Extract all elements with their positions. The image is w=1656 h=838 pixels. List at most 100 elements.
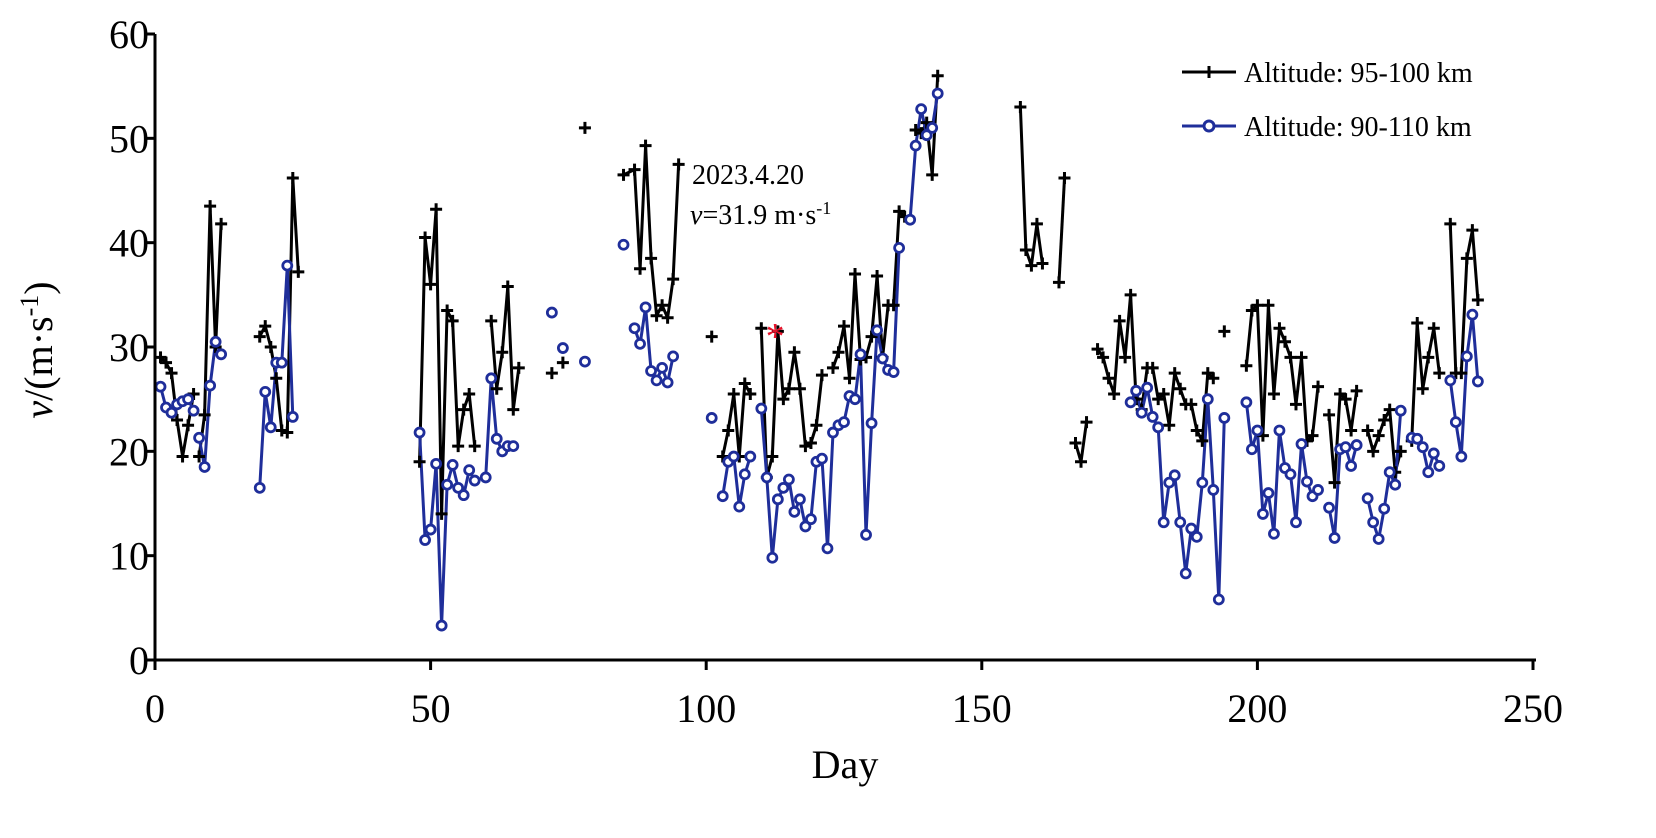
- series-0-point-17-13: [1163, 419, 1176, 432]
- series-1-point-7-0: [579, 355, 591, 368]
- series-1-point-14-11: [1185, 522, 1198, 535]
- series-1-point-18-4: [1427, 447, 1440, 460]
- series-1-point-12-11: [816, 452, 828, 465]
- series-1-point-14-5: [1152, 421, 1165, 434]
- series-0-point-1-2: [204, 200, 217, 213]
- series-0-point-3-2: [424, 278, 437, 291]
- series-1-point-9-2: [639, 301, 652, 314]
- x-tick-label-150: 150: [952, 686, 1012, 731]
- series-1-point-19-0: [1444, 374, 1457, 387]
- series-0-point-11-10: [810, 419, 823, 432]
- series-0-point-19-9: [1289, 398, 1302, 411]
- series-0-point-3-5: [441, 304, 454, 317]
- series-1-point-3-6: [446, 458, 459, 471]
- series-1-point-15-0: [1240, 396, 1253, 409]
- series-lines: [159, 75, 1480, 628]
- series-0-point-17-12: [1157, 387, 1170, 400]
- series-1-point-12-9: [805, 513, 817, 526]
- series-1-point-14-6: [1157, 516, 1170, 529]
- series-0-point-21-2: [1372, 429, 1385, 442]
- series-1-point-14-15: [1207, 484, 1220, 496]
- series-0-point-9-0: [705, 330, 718, 343]
- series-1-point-14-8: [1168, 469, 1181, 482]
- x-axis-label: Day: [812, 742, 879, 787]
- series-1-point-9-3: [645, 365, 657, 377]
- series-1-point-14-13: [1196, 476, 1209, 489]
- series-1-point-10-0: [705, 412, 718, 424]
- series-0-point-20-5: [1350, 384, 1363, 397]
- series-1-point-4-5: [507, 440, 520, 453]
- series-1-point-2-2: [264, 421, 277, 434]
- series-0-point-3-3: [430, 203, 443, 216]
- series-0-point-21-0: [1361, 424, 1374, 437]
- series-0-point-2-7: [292, 265, 305, 278]
- x-tick-label-0: 0: [145, 686, 165, 731]
- series-1-point-11-5: [744, 450, 757, 463]
- series-1-point-9-0: [628, 322, 641, 335]
- legend: Altitude: 95-100 km Altitude: 90-110 km: [1182, 58, 1473, 143]
- series-0-point-17-1: [1097, 351, 1110, 364]
- series-1-point-1-3: [209, 335, 222, 348]
- series-0-point-3-8: [457, 403, 470, 416]
- series-1-point-14-12: [1190, 530, 1203, 543]
- series-1-point-3-9: [463, 464, 476, 477]
- series-0-point-8-6: [656, 299, 669, 312]
- series-0-point-4-0: [485, 314, 498, 327]
- series-1-point-11-4: [738, 468, 751, 481]
- series-0-point-2-4: [275, 424, 288, 437]
- series-1-point-17-3: [1378, 502, 1391, 515]
- series-1-point-12-18: [854, 348, 867, 361]
- series-1-point-1-0: [193, 431, 205, 444]
- series-1-point-4-1: [485, 372, 498, 385]
- series-1-point-18-3: [1422, 466, 1435, 479]
- series-1-point-12-24: [887, 366, 900, 378]
- series-1-point-14-2: [1135, 406, 1148, 419]
- series-1-point-5-0: [545, 306, 558, 319]
- series-0-point-12-3: [843, 372, 856, 385]
- series-1-point-19-5: [1471, 375, 1484, 388]
- series-0-point-17-6: [1124, 288, 1137, 301]
- series-1-segment-4: [484, 376, 514, 478]
- series-1-point-13-3: [920, 129, 933, 142]
- legend-plus-marker: [1203, 66, 1215, 78]
- series-1-point-14-3: [1141, 381, 1154, 394]
- series-1-point-6-0: [556, 342, 569, 354]
- series-0-point-19-5: [1267, 387, 1280, 400]
- series-0-point-10-5: [744, 387, 757, 400]
- series-1-point-11-2: [727, 450, 740, 463]
- series-1-point-12-3: [771, 493, 784, 506]
- series-1-point-12-2: [766, 551, 779, 564]
- series-1-point-9-1: [634, 337, 646, 350]
- series-0-point-2-1: [259, 320, 272, 333]
- series-0-point-17-5: [1119, 351, 1132, 364]
- series-1-point-14-14: [1201, 393, 1214, 406]
- series-1-point-2-0: [253, 481, 266, 494]
- series-0-point-0-4: [176, 450, 189, 463]
- series-1-segment-15: [1244, 402, 1320, 536]
- y-axis-label: v/(m·s-1): [15, 281, 61, 418]
- series-0-point-19-8: [1284, 351, 1297, 364]
- series-1-point-17-6: [1394, 404, 1407, 417]
- series-1-point-14-9: [1174, 516, 1187, 529]
- series-0-point-19-7: [1278, 335, 1291, 348]
- series-0-point-19-12: [1306, 429, 1319, 442]
- series-0-point-3-4: [435, 507, 448, 520]
- series-1-point-15-9: [1290, 516, 1302, 529]
- x-ticks: 0 50 100 150 200 250: [145, 660, 1563, 731]
- series-0-point-3-9: [463, 387, 476, 400]
- legend-label-90-110: Altitude: 90-110 km: [1244, 112, 1472, 143]
- series-0-point-3-1: [419, 231, 432, 244]
- series-0-point-1-0: [193, 450, 206, 463]
- series-0-segment-15: [1057, 177, 1066, 283]
- series-0-point-23-5: [1471, 294, 1484, 307]
- series-1-point-13-2: [915, 103, 928, 116]
- series-0-point-0-2: [165, 367, 178, 380]
- series-0-point-11-7: [793, 382, 806, 395]
- series-0-point-19-0: [1240, 359, 1253, 372]
- series-0-point-16-1: [1075, 455, 1088, 468]
- series-0-point-13-4: [931, 69, 944, 82]
- series-1-point-2-4: [275, 356, 288, 369]
- series-1-point-12-25: [893, 241, 906, 254]
- series-1-point-14-10: [1179, 567, 1192, 580]
- series-1-point-15-5: [1268, 527, 1280, 540]
